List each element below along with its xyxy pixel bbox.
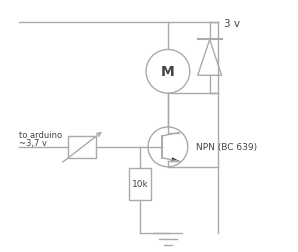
Text: 10k: 10k: [132, 179, 148, 188]
Polygon shape: [172, 158, 179, 162]
Text: 3 v: 3 v: [224, 18, 240, 28]
Bar: [69, 136, 96, 158]
Bar: [129, 168, 151, 200]
Text: ~3,7 v: ~3,7 v: [19, 139, 47, 148]
Text: M: M: [161, 65, 175, 79]
Text: NPN (BC 639): NPN (BC 639): [196, 143, 257, 152]
Text: to arduino: to arduino: [19, 131, 62, 140]
